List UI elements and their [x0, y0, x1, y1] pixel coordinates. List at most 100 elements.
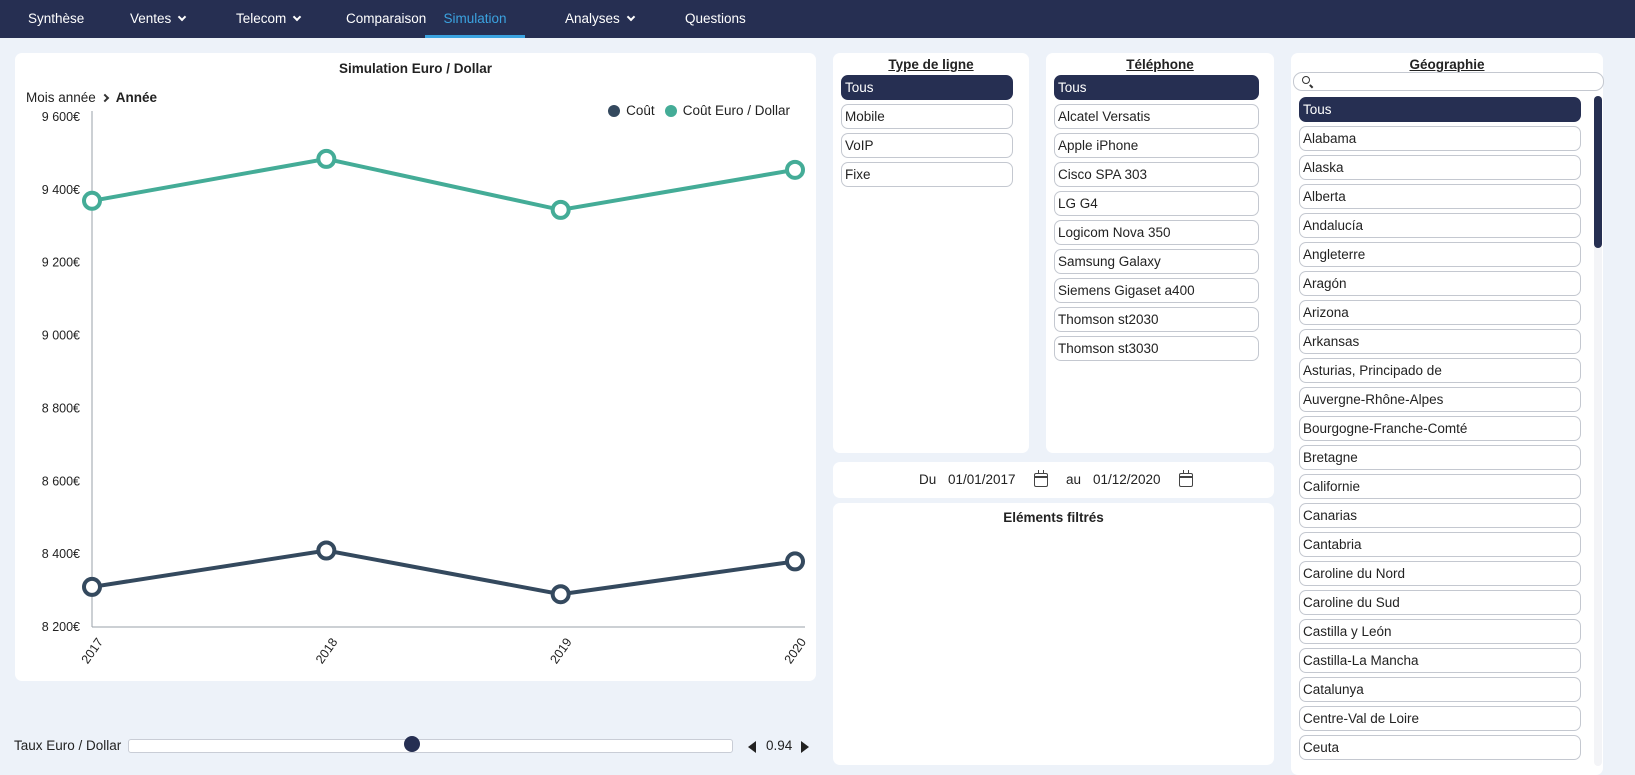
chevron-down-icon	[293, 12, 302, 22]
calendar-icon[interactable]	[1179, 470, 1193, 487]
data-point	[82, 576, 102, 597]
geographie-option[interactable]: Alaska	[1299, 155, 1581, 180]
nav-item-4[interactable]: Comparaison	[346, 0, 426, 38]
breadcrumb-current: Année	[115, 90, 158, 105]
type-ligne-option[interactable]: Fixe	[841, 162, 1013, 187]
line-chart: 8 200€ 8 400€ 8 600€ 8 800€ 9 000€ 9 200€ 9 40…	[42, 110, 809, 666]
chevron-down-icon	[626, 12, 636, 22]
geographie-option[interactable]: Andalucía	[1299, 213, 1581, 238]
geographie-option[interactable]: Aragón	[1299, 271, 1581, 296]
legend-dot-icon	[664, 104, 677, 117]
geographie-option[interactable]: Ceuta	[1299, 735, 1581, 760]
date-from-input[interactable]: 01/01/2017	[948, 472, 1016, 487]
geographie-option[interactable]: Castilla-La Mancha	[1299, 648, 1581, 673]
geographie-option[interactable]: Asturias, Principado de	[1299, 358, 1581, 383]
geographie-option[interactable]: Bretagne	[1299, 445, 1581, 470]
date-range-panel: Du 01/01/2017 au 01/12/2020	[833, 462, 1274, 498]
type-ligne-panel: Type de ligne Tous Mobile VoIP Fixe	[833, 53, 1029, 453]
type-ligne-option[interactable]: Mobile	[841, 104, 1013, 129]
telephone-option[interactable]: Tous	[1054, 75, 1259, 100]
chart-title: Simulation Euro / Dollar	[338, 61, 492, 76]
slider-value: 0.94	[766, 738, 793, 753]
y-tick-label: 8 600€	[42, 474, 80, 488]
y-tick-label: 9 400€	[42, 183, 80, 197]
telephone-option[interactable]: Logicom Nova 350	[1054, 220, 1259, 245]
geographie-option[interactable]: Caroline du Sud	[1299, 590, 1581, 615]
top-navigation: Synthèse Ventes Telecom Comparaison Simulati…	[0, 0, 1635, 38]
telephone-option[interactable]: Apple iPhone	[1054, 133, 1259, 158]
geographie-option[interactable]: Centre-Val de Loire	[1299, 706, 1581, 731]
type-ligne-option[interactable]: VoIP	[841, 133, 1013, 158]
data-point	[316, 148, 337, 169]
nav-item-2[interactable]: Ventes	[130, 0, 187, 38]
chart-card: Simulation Euro / Dollar Mois année Année…	[15, 53, 816, 681]
nav-item-label: Analyses	[565, 11, 620, 26]
breadcrumb-parent[interactable]: Mois année	[26, 90, 96, 105]
telephone-panel: Téléphone Tous Alcatel Versatis Apple iPho…	[1046, 53, 1274, 453]
date-to-label: au	[1066, 472, 1082, 487]
geographie-option[interactable]: Castilla y León	[1299, 619, 1581, 644]
geographie-option[interactable]: Tous	[1299, 97, 1581, 122]
breadcrumb: Mois année Année	[26, 90, 157, 105]
legend-label: Coût Euro / Dollar	[682, 103, 790, 118]
geographie-option[interactable]: Auvergne-Rhône-Alpes	[1299, 387, 1581, 412]
geographie-search-input[interactable]	[1293, 72, 1604, 91]
geographie-option[interactable]: Alberta	[1299, 184, 1581, 209]
legend-item[interactable]: Coût	[608, 103, 655, 118]
geographie-option[interactable]: Canarias	[1299, 503, 1581, 528]
nav-item-label: Ventes	[130, 11, 172, 26]
legend-label: Coût	[626, 103, 655, 118]
telephone-option[interactable]: Samsung Galaxy	[1054, 249, 1259, 274]
data-point	[785, 551, 805, 572]
geographie-option[interactable]: Bourgogne-Franche-Comté	[1299, 416, 1581, 441]
telephone-option[interactable]: LG G4	[1054, 191, 1259, 216]
geographie-option[interactable]: Angleterre	[1299, 242, 1581, 267]
telephone-option[interactable]: Thomson st3030	[1054, 336, 1259, 361]
x-tick-label: 2020	[782, 635, 809, 666]
nav-item-3[interactable]: Telecom	[236, 0, 302, 38]
chevron-down-icon	[178, 12, 187, 22]
geographie-scrollbar-thumb[interactable]	[1594, 96, 1602, 248]
geographie-option[interactable]: Catalunya	[1299, 677, 1581, 702]
date-from-label: Du	[919, 472, 937, 487]
legend-item[interactable]: Coût Euro / Dollar	[664, 103, 790, 118]
nav-item-7[interactable]: Questions	[685, 0, 746, 38]
y-tick-label: 8 400€	[42, 547, 80, 561]
telephone-title: Téléphone	[1126, 57, 1194, 72]
type-ligne-option[interactable]: Tous	[841, 75, 1013, 100]
filtered-elements-panel: Eléments filtrés	[833, 503, 1274, 765]
geographie-option[interactable]: Arkansas	[1299, 329, 1581, 354]
x-tick-label: 2019	[547, 635, 574, 666]
series-line-1	[91, 548, 796, 597]
nav-item-label: Telecom	[236, 11, 287, 26]
increase-arrow-icon[interactable]	[801, 741, 809, 753]
nav-item-label: Comparaison	[346, 11, 427, 26]
geographie-title: Géographie	[1409, 57, 1485, 72]
telephone-option[interactable]: Cisco SPA 303	[1054, 162, 1259, 187]
nav-item-6[interactable]: Analyses	[565, 0, 636, 38]
legend-dot-icon	[608, 104, 621, 117]
slider-label: Taux Euro / Dollar	[14, 738, 122, 753]
y-tick-label: 9 000€	[42, 329, 80, 343]
y-tick-label: 8 800€	[42, 401, 80, 415]
chart-legend: Coût Coût Euro / Dollar	[598, 103, 790, 120]
geographie-option[interactable]: Californie	[1299, 474, 1581, 499]
decrease-arrow-icon[interactable]	[748, 741, 756, 753]
telephone-option[interactable]: Alcatel Versatis	[1054, 104, 1259, 129]
geographie-option[interactable]: Caroline du Nord	[1299, 561, 1581, 586]
nav-item-label: Questions	[685, 11, 746, 26]
rate-slider-track[interactable]	[128, 739, 733, 753]
calendar-icon[interactable]	[1034, 470, 1048, 487]
geographie-option[interactable]: Alabama	[1299, 126, 1581, 151]
geographie-scrollbar[interactable]	[1594, 96, 1602, 766]
telephone-option[interactable]: Siemens Gigaset a400	[1054, 278, 1259, 303]
date-to-input[interactable]: 01/12/2020	[1093, 472, 1161, 487]
geographie-option[interactable]: Arizona	[1299, 300, 1581, 325]
nav-item-1[interactable]: Synthèse	[28, 0, 84, 38]
rate-slider-thumb[interactable]	[404, 736, 421, 752]
geographie-option[interactable]: Cantabria	[1299, 532, 1581, 557]
y-tick-label: 9 200€	[42, 256, 80, 270]
telephone-option[interactable]: Thomson st2030	[1054, 307, 1259, 332]
nav-item-5[interactable]: Simulation	[425, 0, 525, 38]
data-point	[550, 584, 571, 605]
